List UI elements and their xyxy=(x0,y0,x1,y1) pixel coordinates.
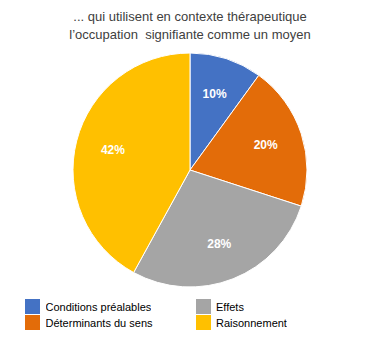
html-text:Effets: Effets xyxy=(216,300,244,313)
svg-text:42%: 42% xyxy=(101,143,125,157)
svg-text:20%: 20% xyxy=(254,139,278,153)
svg-text:10%: 10% xyxy=(203,87,227,101)
svg-text:28%: 28% xyxy=(207,237,231,251)
html-text:... qui utilisent en contexte: ... qui utilisent en contexte thérapeuti… xyxy=(69,9,311,42)
html-text:Conditions préalables: Conditions préalables xyxy=(45,300,152,313)
html-text:Raisonnement: Raisonnement xyxy=(216,316,287,329)
html-text:Déterminants du sens: Déterminants du sens xyxy=(45,316,153,329)
